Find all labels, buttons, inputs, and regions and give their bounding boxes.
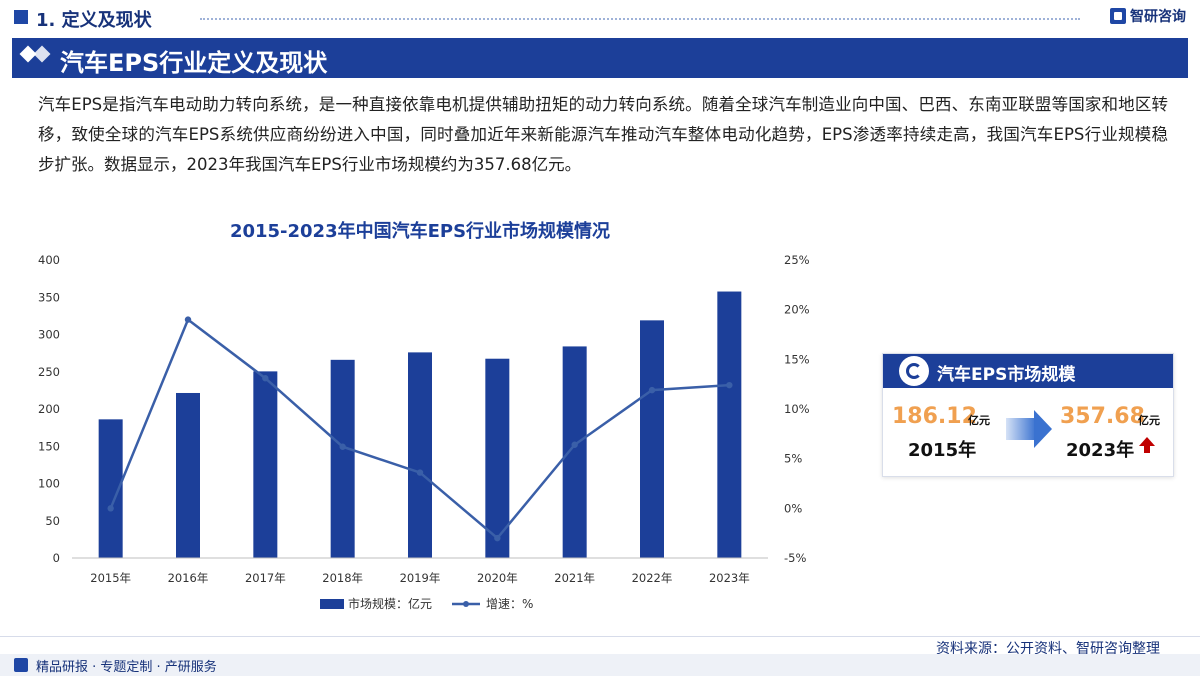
brand-name: 智研咨询	[1130, 9, 1186, 25]
start-unit: 亿元	[968, 414, 990, 427]
category-label: 2018年	[322, 571, 363, 585]
category-label: 2016年	[168, 571, 209, 585]
left-tick-label: 300	[38, 328, 60, 342]
right-tick-label: 0%	[784, 501, 802, 515]
summary-card: 汽车EPS市场规模	[882, 353, 1174, 477]
up-arrow-icon	[1139, 437, 1155, 446]
start-value: 186.12	[892, 404, 977, 429]
section-bullet-icon	[14, 10, 28, 24]
bar	[330, 359, 355, 558]
legend-swatch-dot	[463, 601, 469, 607]
growth-point	[107, 505, 114, 512]
growth-point	[726, 381, 733, 389]
page-title: 汽车EPS行业定义及现状	[60, 49, 328, 77]
category-label: 2019年	[400, 571, 441, 585]
source-note: 资料来源：公开资料、智研咨询整理	[936, 641, 1160, 657]
chart-title: 2015-2023年中国汽车EPS行业市场规模情况	[229, 221, 611, 242]
growth-point	[262, 375, 269, 382]
right-tick-label: 25%	[784, 253, 810, 267]
right-tick-label: 10%	[784, 402, 810, 416]
growth-point	[571, 441, 578, 448]
chart-icon	[899, 356, 929, 386]
arrow-right-icon	[1006, 418, 1036, 440]
left-tick-label: 400	[38, 253, 60, 267]
growth-point	[339, 443, 346, 450]
right-tick-label: 20%	[784, 303, 810, 317]
category-label: 2020年	[477, 571, 518, 585]
right-tick-label: 5%	[784, 452, 802, 466]
category-label: 2021年	[554, 571, 595, 585]
growth-point	[416, 469, 424, 476]
card-title: 汽车EPS市场规模	[937, 365, 1076, 385]
left-tick-label: 250	[38, 365, 60, 379]
bar	[562, 346, 587, 558]
category-label: 2023年	[709, 571, 750, 585]
intro-paragraph: 汽车EPS是指汽车电动助力转向系统，是一种直接依靠电机提供辅助扭矩的动力转向系统…	[38, 95, 1168, 174]
category-label: 2022年	[632, 571, 673, 585]
arrow-head-icon	[1034, 410, 1052, 448]
growth-point	[648, 386, 656, 394]
category-label: 2017年	[245, 571, 286, 585]
category-label: 2015年	[90, 571, 131, 585]
bottom-bar	[0, 654, 1200, 676]
top-bar: 1. 定义及现状 智研咨询	[0, 0, 1200, 36]
combo-chart: 0 50 100 150 200 250 300 350 400 -5% 0% 5% 10% 15% 20%…	[38, 253, 810, 611]
brand-icon	[1110, 8, 1126, 24]
end-unit: 亿元	[1138, 414, 1160, 427]
right-tick-label: 15%	[784, 352, 810, 366]
start-year: 2015年	[908, 440, 977, 461]
left-tick-label: 100	[38, 477, 60, 491]
brand-logo: 智研咨询	[1110, 6, 1186, 26]
bar	[717, 291, 742, 558]
bar	[485, 358, 510, 558]
bar	[408, 352, 432, 558]
footer-divider	[0, 636, 1200, 637]
legend-swatch-bar	[320, 599, 344, 609]
title-bar	[12, 38, 1188, 78]
footer-tagline: 精品研报 · 专题定制 · 产研服务	[36, 660, 217, 675]
up-arrow-stem	[1144, 445, 1150, 453]
end-year: 2023年	[1066, 440, 1135, 461]
growth-point	[494, 534, 501, 542]
left-tick-label: 350	[38, 290, 60, 304]
brand-small-icon	[14, 658, 28, 672]
left-tick-label: 150	[38, 439, 60, 453]
left-tick-label: 50	[45, 514, 60, 528]
growth-point	[184, 316, 192, 323]
bar	[176, 392, 200, 558]
card-header: 汽车EPS市场规模	[883, 354, 1173, 388]
bar	[640, 320, 664, 558]
right-tick-label: -5%	[784, 551, 806, 565]
end-value: 357.68	[1060, 404, 1145, 429]
legend-label: 市场规模：亿元	[348, 596, 432, 611]
bar	[253, 371, 278, 558]
section-label: 1. 定义及现状	[36, 10, 152, 31]
left-tick-label: 0	[53, 551, 60, 565]
left-tick-label: 200	[38, 402, 60, 416]
legend-label: 增速：%	[486, 597, 533, 611]
divider	[200, 18, 1080, 20]
